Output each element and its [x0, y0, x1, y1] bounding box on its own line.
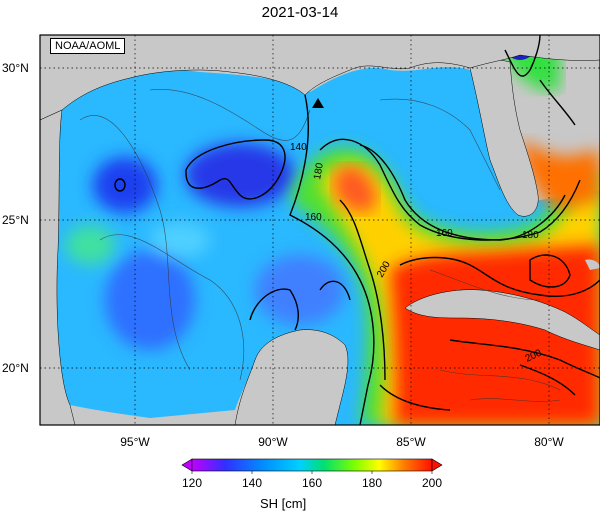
ocean-field [56, 36, 600, 425]
yucatan-landmass [234, 329, 349, 425]
contour-label: 140 [290, 142, 307, 153]
contour-label: 160 [305, 212, 322, 223]
colorbar-tick: 180 [362, 476, 382, 490]
lat-label-25n: 25°N [2, 213, 29, 227]
contour-label: 180 [522, 230, 539, 241]
minor-contours [79, 89, 561, 402]
map-area: 140 160 180 160 180 200 200 [40, 35, 600, 425]
western-coast [40, 109, 76, 425]
lon-label-80w: 80°W [534, 435, 564, 449]
island [560, 94, 579, 111]
colorbar: 120 140 160 180 200 [181, 458, 443, 490]
credit-label: NOAA/AOML [50, 38, 126, 54]
contour-label: 160 [436, 228, 453, 239]
lon-label-85w: 85°W [396, 435, 426, 449]
lat-label-30n: 30°N [2, 61, 29, 75]
colorbar-max-arrow [431, 458, 443, 472]
lon-label-90w: 90°W [258, 435, 288, 449]
colorbar-gradient [191, 458, 433, 472]
triangle-marker-icon [312, 98, 324, 108]
colorbar-min-arrow [181, 458, 193, 472]
colorbar-tick: 200 [422, 476, 442, 490]
colorbar-tick: 120 [182, 476, 202, 490]
cuba-landmass [404, 289, 600, 351]
map-frame [39, 34, 600, 426]
contour-label: 180 [312, 162, 326, 181]
colorbar-title: SH [cm] [260, 496, 307, 511]
northern-coast [40, 35, 600, 121]
major-contours [114, 35, 600, 425]
colorbar-tick: 140 [242, 476, 262, 490]
graticule [40, 35, 600, 425]
colorbar-tick: 160 [302, 476, 322, 490]
lon-label-95w: 95°W [120, 435, 150, 449]
map-title: 2021-03-14 [261, 4, 339, 21]
lat-label-20n: 20°N [2, 361, 29, 375]
island [585, 259, 600, 270]
florida-landmass [469, 59, 539, 217]
island [584, 119, 596, 134]
